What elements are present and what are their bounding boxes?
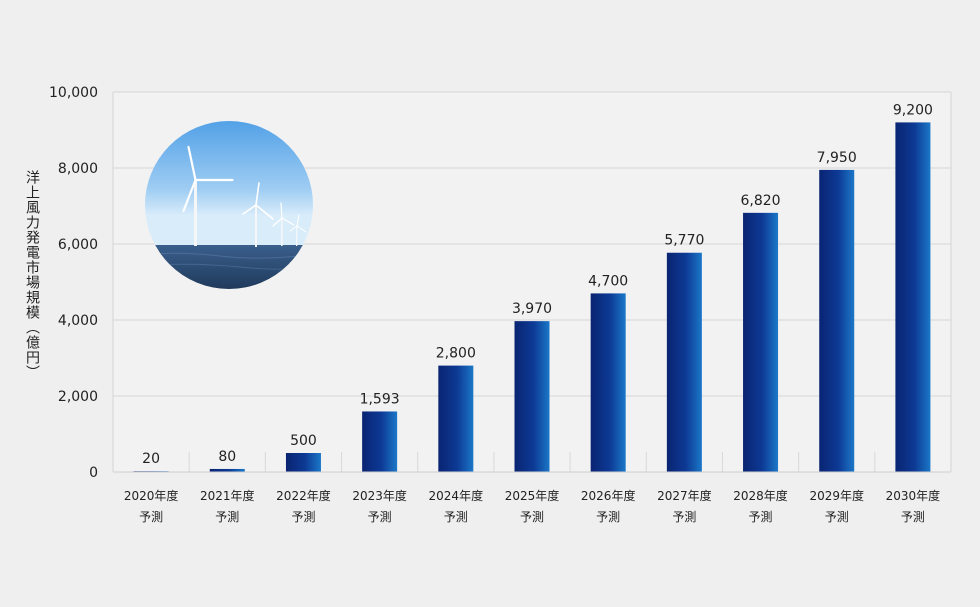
x-tick-label: 予測 (368, 510, 392, 524)
x-tick-label: 予測 (444, 510, 468, 524)
x-tick-label: 予測 (901, 510, 925, 524)
data-label: 500 (290, 433, 317, 449)
x-tick-label: 2027年度 (657, 488, 712, 503)
bar (209, 468, 245, 472)
bar (666, 252, 702, 472)
bar (590, 293, 626, 472)
x-tick-label: 予測 (291, 510, 315, 524)
y-tick-label: 2,000 (58, 389, 98, 405)
x-tick-label: 2026年度 (581, 488, 636, 503)
x-tick-label: 2024年度 (429, 488, 484, 503)
bar (514, 321, 550, 472)
y-tick-label: 6,000 (58, 237, 98, 253)
x-tick-label: 予測 (749, 510, 773, 524)
x-tick-label: 予測 (139, 510, 163, 524)
x-tick-label: 予測 (520, 510, 544, 524)
data-label: 80 (218, 449, 236, 465)
y-tick-label: 0 (89, 465, 98, 481)
bar (895, 122, 931, 473)
data-label: 9,200 (893, 102, 933, 118)
x-tick-label: 予測 (825, 510, 849, 524)
x-tick-label: 2022年度 (276, 488, 331, 503)
data-label: 1,593 (360, 391, 400, 407)
data-label: 5,770 (664, 233, 704, 249)
x-tick-label: 2028年度 (733, 488, 788, 503)
x-tick-label: 予測 (672, 510, 696, 524)
x-tick-label: 予測 (215, 510, 239, 524)
bar (743, 212, 779, 472)
x-tick-label: 2021年度 (200, 488, 255, 503)
x-tick-label: 2020年度 (124, 488, 179, 503)
bar (362, 411, 398, 472)
x-tick-label: 2025年度 (505, 488, 560, 503)
x-tick-label: 2023年度 (352, 488, 407, 503)
x-tick-label: 2030年度 (886, 488, 941, 503)
data-label: 7,950 (817, 150, 857, 166)
bar (438, 365, 474, 472)
data-label: 6,820 (740, 193, 780, 209)
x-tick-label: 予測 (596, 510, 620, 524)
bar (819, 169, 855, 472)
y-tick-label: 4,000 (58, 313, 98, 329)
y-tick-label: 10,000 (49, 85, 98, 101)
data-label: 2,800 (436, 346, 476, 362)
y-tick-label: 8,000 (58, 161, 98, 177)
data-label: 4,700 (588, 273, 628, 289)
y-axis-label: 洋上風力発電市場規模（億円） (24, 170, 40, 380)
data-label: 20 (142, 451, 160, 467)
bar (285, 453, 321, 472)
data-label: 3,970 (512, 301, 552, 317)
x-tick-label: 2029年度 (809, 488, 864, 503)
